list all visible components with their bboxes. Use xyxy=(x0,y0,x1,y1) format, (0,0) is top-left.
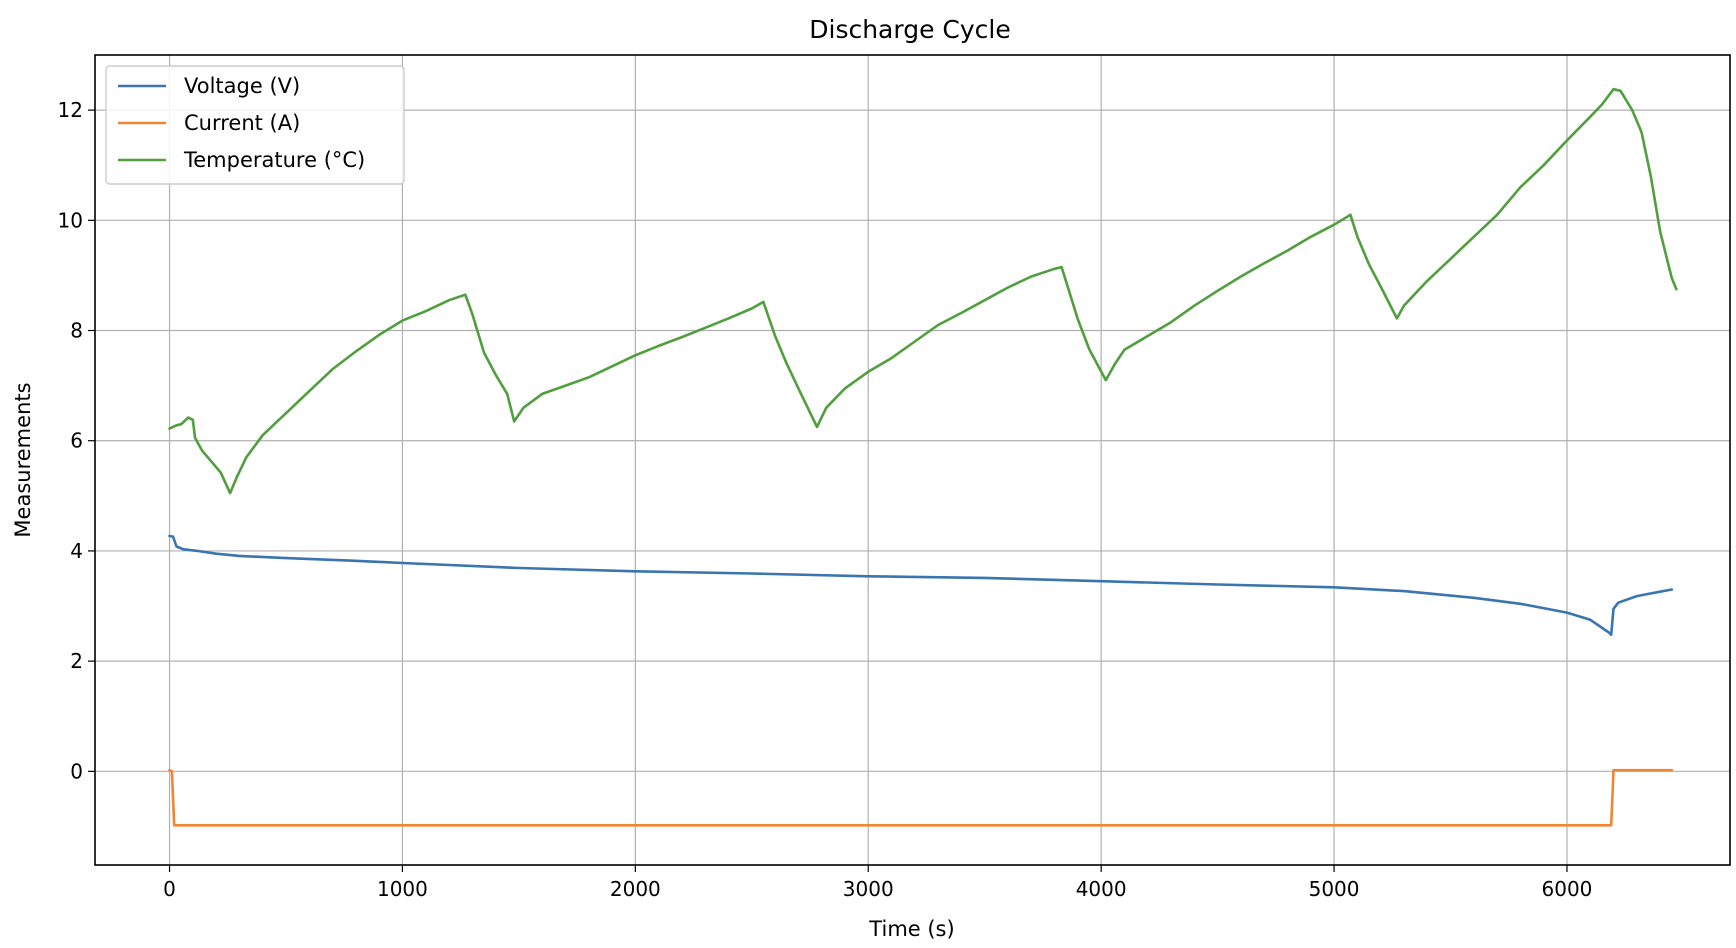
y-tick-label: 4 xyxy=(70,539,83,563)
y-tick-label: 12 xyxy=(58,98,83,122)
series-line-temperature-c xyxy=(168,87,1678,495)
y-axis-label: Measurements xyxy=(11,382,35,537)
legend-label-current-a: Current (A) xyxy=(184,111,300,135)
plot-frame xyxy=(94,54,1731,866)
series-line-current-a xyxy=(168,768,1674,827)
x-tick-label: 1000 xyxy=(377,877,428,901)
x-tick-label: 0 xyxy=(163,877,176,901)
x-tick-label: 6000 xyxy=(1542,877,1593,901)
chart-title: Discharge Cycle xyxy=(809,15,1011,44)
series-lines xyxy=(168,87,1678,827)
y-tick-label: 6 xyxy=(70,429,83,453)
legend-label-voltage-v: Voltage (V) xyxy=(184,74,300,98)
legend: Voltage (V) Current (A) Temperature (°C) xyxy=(105,65,405,185)
grid xyxy=(95,55,1730,865)
legend-items: Voltage (V) Current (A) Temperature (°C) xyxy=(118,74,365,172)
x-tick-label: 3000 xyxy=(843,877,894,901)
y-tick-label: 10 xyxy=(58,208,83,232)
y-tick-label: 2 xyxy=(70,649,83,673)
x-axis-label: Time (s) xyxy=(868,917,954,941)
y-tick-label: 0 xyxy=(70,759,83,783)
axis-ticks: 0 1000 2000 3000 4000 5000 6000 0 2 4 6 8 10 12 xyxy=(58,98,1593,901)
x-tick-label: 5000 xyxy=(1309,877,1360,901)
series-line-voltage-v xyxy=(168,534,1674,636)
y-tick-label: 8 xyxy=(70,319,83,343)
legend-box xyxy=(105,65,405,185)
x-tick-label: 2000 xyxy=(610,877,661,901)
x-tick-label: 4000 xyxy=(1076,877,1127,901)
legend-label-temperature-c: Temperature (°C) xyxy=(183,148,365,172)
